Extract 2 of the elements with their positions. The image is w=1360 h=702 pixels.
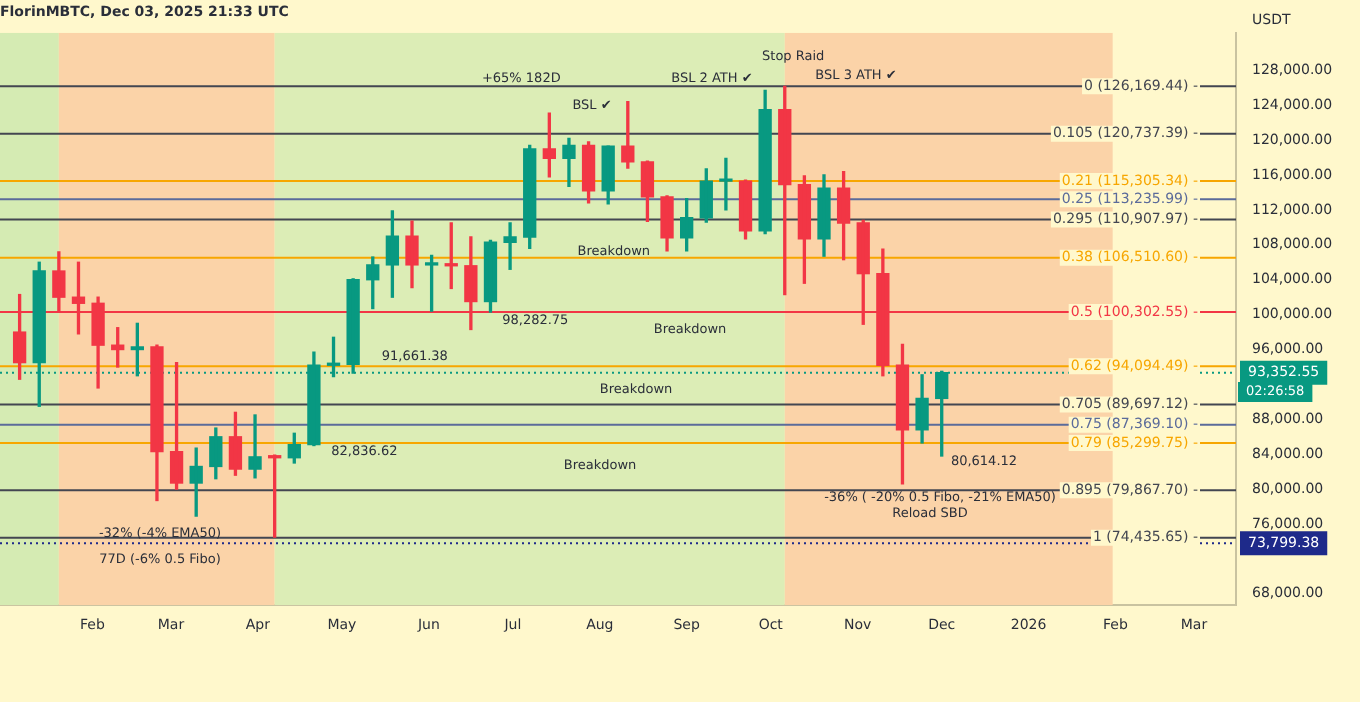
candlestick xyxy=(424,254,439,312)
candlestick xyxy=(719,157,733,211)
